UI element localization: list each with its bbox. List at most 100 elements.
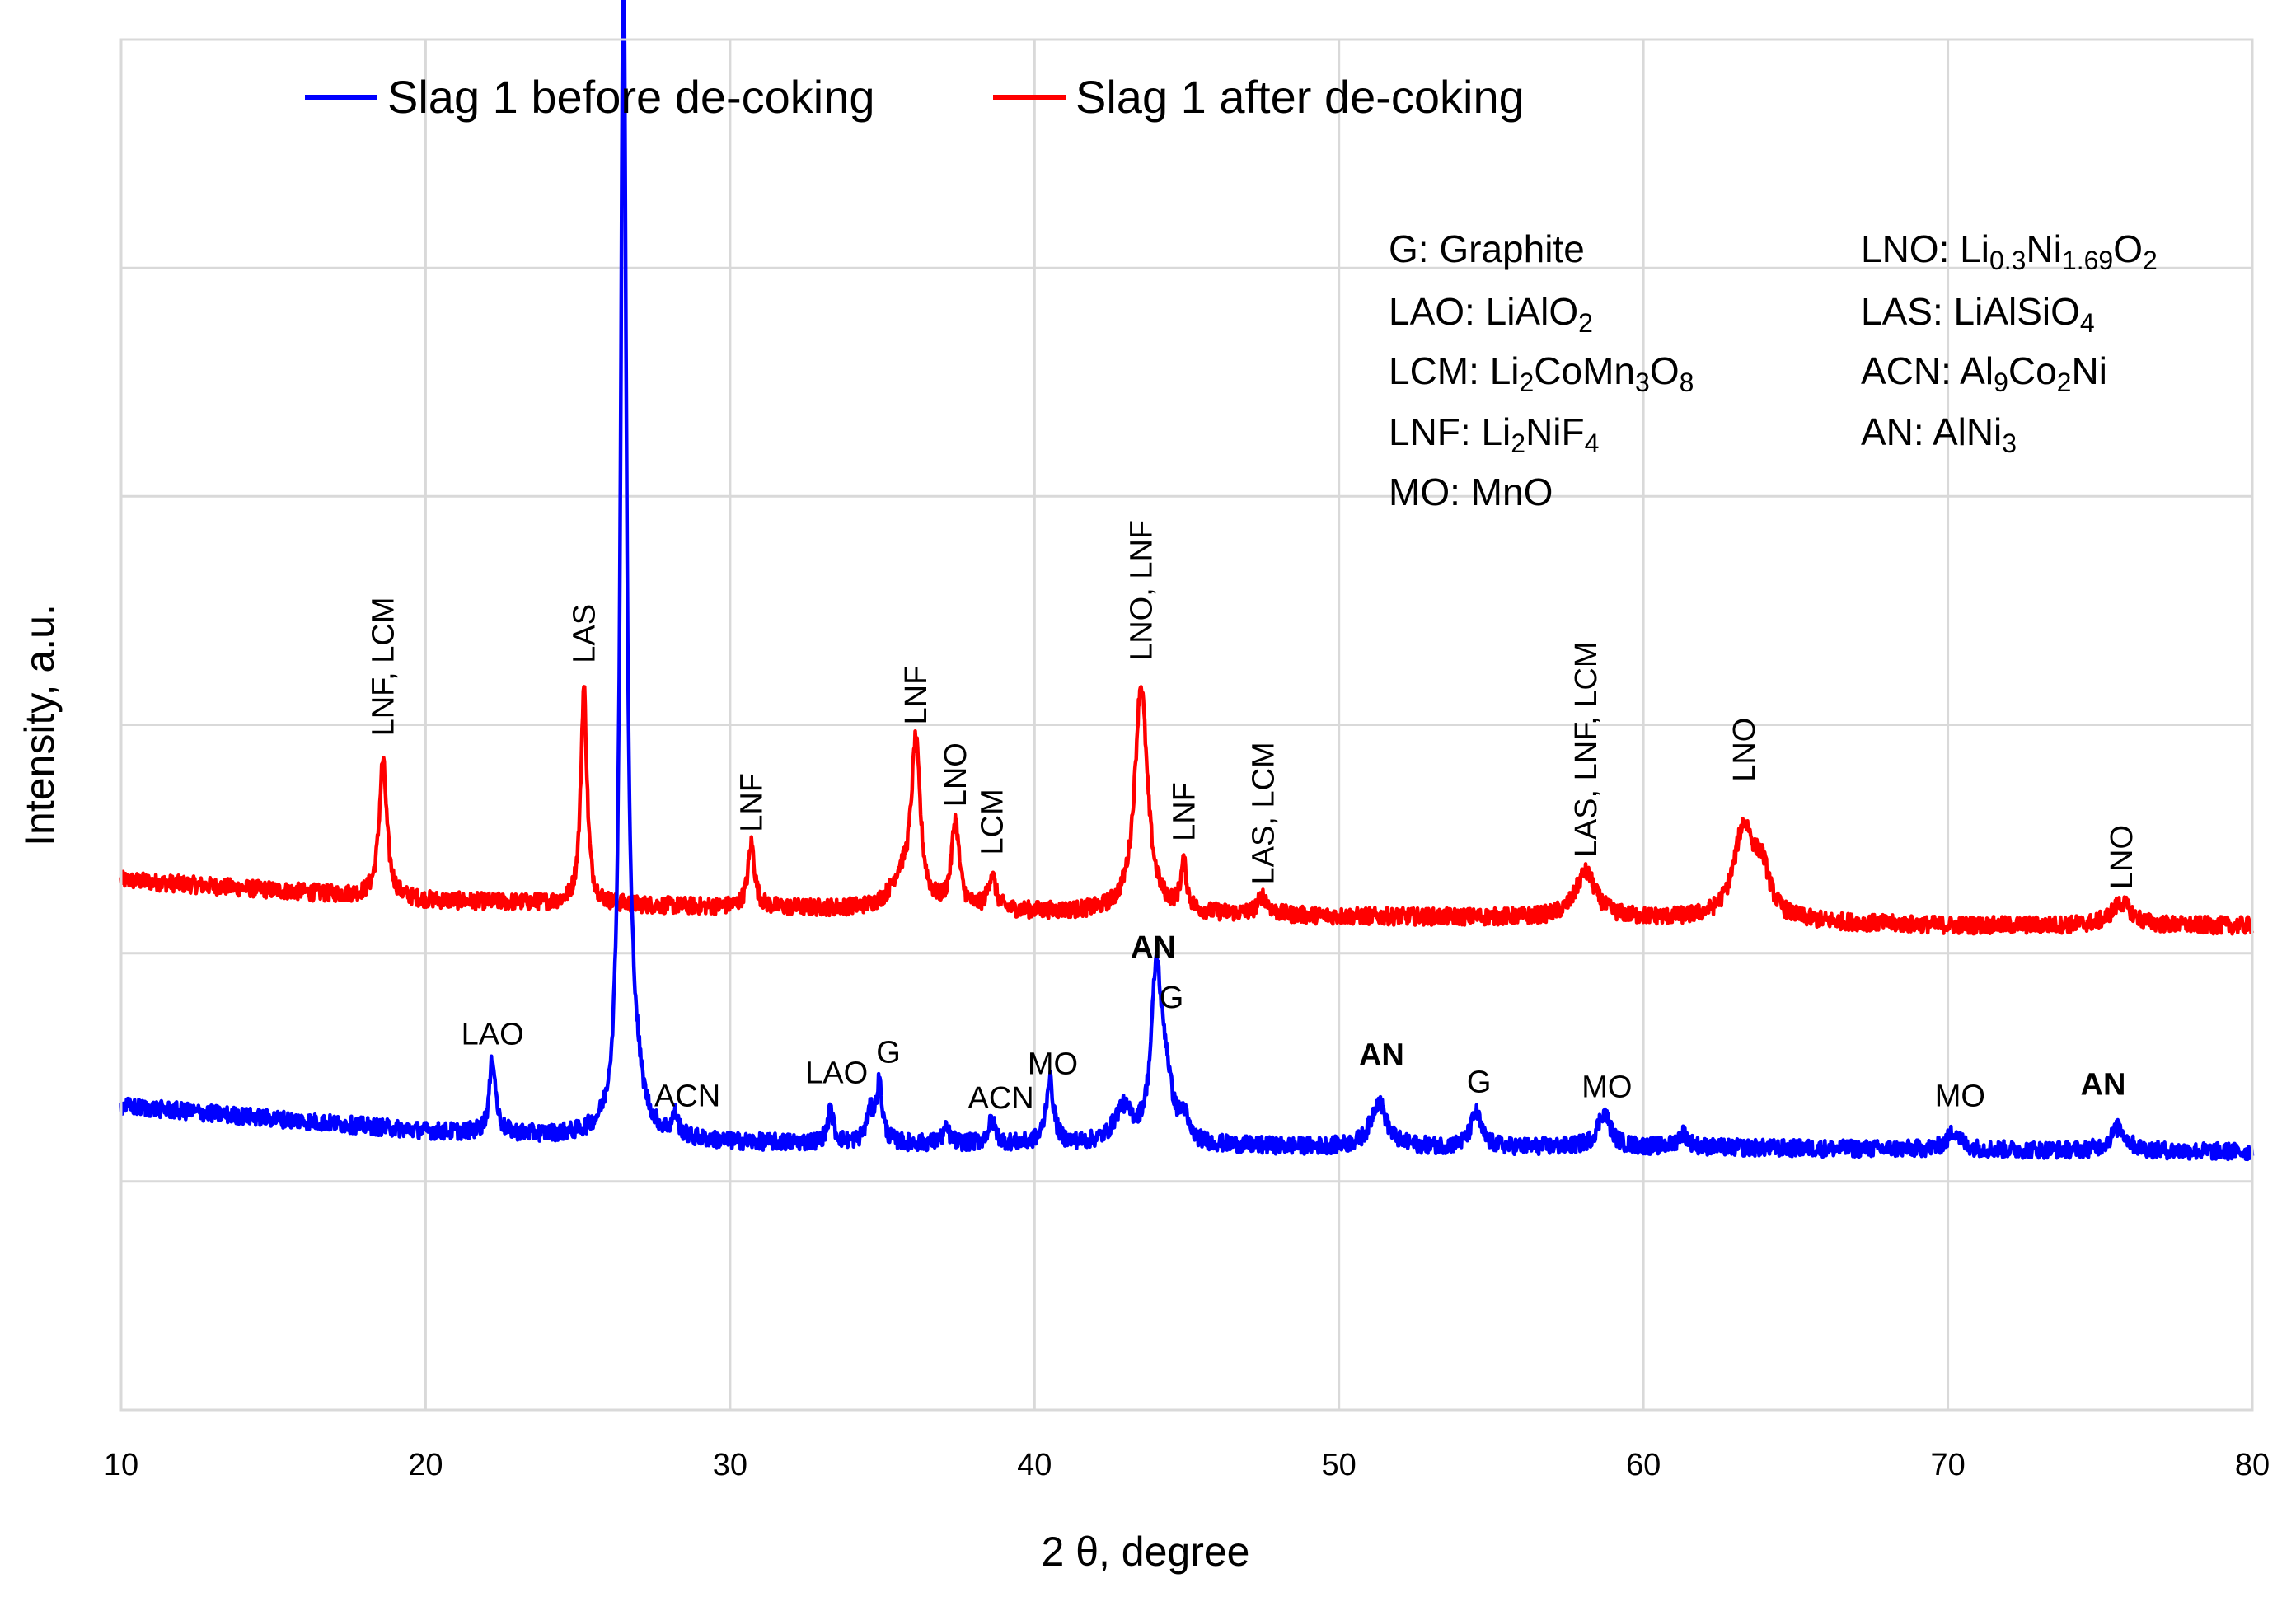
y-axis-title: Intensity, a.u. — [16, 604, 63, 846]
series-line-after — [119, 685, 2255, 936]
phase-key-entry: MO: MnO — [1389, 471, 1553, 513]
phase-key-subscript: 2 — [2057, 368, 2072, 397]
phase-key-separator: : — [1939, 227, 1961, 270]
x-tick-label: 60 — [1626, 1448, 1661, 1482]
phase-key-subscript: 4 — [1585, 429, 1600, 458]
phase-key-separator: : — [1933, 290, 1954, 333]
phase-key-abbr: AN — [1861, 410, 1914, 453]
peak-label: ACN — [968, 1081, 1033, 1116]
phase-key-formula: Graphite — [1439, 227, 1584, 270]
phase-key-subscript: 2 — [1578, 308, 1593, 338]
phase-key-subscript: 1.69 — [2062, 246, 2113, 275]
phase-key-separator: : — [1460, 410, 1482, 453]
phase-key-separator: : — [1464, 290, 1486, 333]
phase-key-subscript: 2 — [1511, 429, 1525, 458]
legend: Slag 1 before de-coking Slag 1 after de-… — [305, 71, 1525, 123]
phase-key-formula: MnO — [1471, 471, 1553, 513]
phase-key-abbr: LAS — [1861, 290, 1933, 333]
phase-key-abbr: G — [1389, 227, 1418, 270]
peak-label: ACN — [654, 1079, 720, 1113]
peak-label: LAO — [462, 1018, 524, 1052]
plot-area-border — [119, 38, 2254, 1412]
phase-key-abbr: LAO — [1389, 290, 1464, 333]
x-tick-label: 50 — [1322, 1448, 1357, 1482]
phase-key-formula: Al — [1960, 349, 1994, 392]
phase-key-formula: Ni — [2026, 227, 2061, 270]
phase-key-separator: : — [1469, 349, 1490, 392]
phase-key-subscript: 3 — [1635, 368, 1650, 397]
phase-key-subscript: 3 — [2002, 429, 2017, 458]
peak-label: LNF — [899, 666, 934, 725]
phase-key-formula: NiF — [1525, 410, 1585, 453]
x-tick-label: 30 — [713, 1448, 747, 1482]
phase-key-subscript: 9 — [1994, 368, 2008, 397]
phase-key-abbr: LNO — [1861, 227, 1939, 270]
series-line-before — [119, 0, 2255, 1162]
x-tick-label: 70 — [1930, 1448, 1965, 1482]
peak-label: LNO — [2105, 825, 2139, 889]
phase-key-subscript: 0.3 — [1989, 246, 2026, 275]
phase-key-formula: Li — [1490, 349, 1520, 392]
phase-key-entry: LAO: LiAlO2 — [1389, 290, 1593, 338]
phase-key-subscript: 2 — [1520, 368, 1535, 397]
peak-label: LAS, LCM — [1246, 742, 1281, 884]
series-lines — [119, 0, 2255, 1162]
legend-label-before: Slag 1 before de-coking — [387, 71, 875, 123]
x-tick-labels: 10 20 30 40 50 60 70 80 — [104, 1448, 2270, 1482]
phase-key-entry: G: Graphite — [1389, 227, 1585, 270]
peak-label: LNF, LCM — [367, 597, 401, 736]
peak-label: LNO — [939, 742, 973, 807]
peak-label: LNF — [1167, 782, 1202, 841]
phase-key-abbr: LNF — [1389, 410, 1460, 453]
x-tick-label: 10 — [104, 1448, 138, 1482]
phase-key-formula: Li — [1481, 410, 1511, 453]
phase-key-subscript: 2 — [2143, 246, 2158, 275]
phase-key-subscript: 8 — [1680, 368, 1694, 397]
legend-label-after: Slag 1 after de-coking — [1075, 71, 1525, 123]
phase-key-abbr: LCM — [1389, 349, 1469, 392]
x-tick-label: 80 — [2235, 1448, 2270, 1482]
phase-key-entry: AN: AlNi3 — [1861, 410, 2017, 458]
peak-label: MO — [1028, 1047, 1078, 1082]
phase-key-formula: Co — [2008, 349, 2057, 392]
phase-key-entry: LNF: Li2NiF4 — [1389, 410, 1599, 458]
phase-key-formula: AlNi — [1933, 410, 2002, 453]
x-tick-label: 40 — [1017, 1448, 1052, 1482]
phase-key-formula: LiAlSiO — [1954, 290, 2080, 333]
phase-key-separator: : — [1914, 410, 1933, 453]
phase-key-formula: LiAlO — [1486, 290, 1578, 333]
phase-key-formula: O — [1650, 349, 1680, 392]
peak-label: LNO — [1727, 718, 1762, 782]
phase-key-entry: LNO: Li0.3Ni1.69O2 — [1861, 227, 2158, 275]
gridlines — [121, 40, 2252, 1410]
peak-label: G — [1467, 1065, 1492, 1100]
peak-label: MO — [1935, 1079, 1985, 1113]
phase-key-formula: O — [2113, 227, 2143, 270]
phase-key-entry: ACN: Al9Co2Ni — [1861, 349, 2107, 397]
peak-label: LAO — [805, 1056, 868, 1091]
peak-label: G — [1160, 981, 1184, 1015]
peak-label: LAS, LNF, LCM — [1569, 641, 1604, 857]
peak-label: LCM — [976, 789, 1010, 855]
phase-key-abbr: MO — [1389, 471, 1450, 513]
x-axis-title: 2 θ, degree — [1042, 1529, 1250, 1575]
phase-key-separator: : — [1450, 471, 1471, 513]
peak-label: MO — [1581, 1070, 1632, 1104]
phase-key-separator: : — [1418, 227, 1440, 270]
peak-label: LNO, LNF — [1125, 520, 1160, 661]
phase-key-entry: LCM: Li2CoMn3O8 — [1389, 349, 1694, 397]
peak-label: G — [876, 1036, 901, 1070]
phase-key-formula: CoMn — [1534, 349, 1635, 392]
phase-key-formula: Li — [1960, 227, 1989, 270]
phase-key-separator: : — [1941, 349, 1960, 392]
phase-key-entry: LAS: LiAlSiO4 — [1861, 290, 2095, 338]
phase-key-abbr: ACN — [1861, 349, 1941, 392]
x-tick-label: 20 — [408, 1448, 443, 1482]
peak-label: LAS — [568, 604, 602, 663]
peak-label: AN — [2081, 1068, 2126, 1103]
peak-label: AN — [1359, 1038, 1404, 1073]
phase-key-formula: Ni — [2071, 349, 2106, 392]
